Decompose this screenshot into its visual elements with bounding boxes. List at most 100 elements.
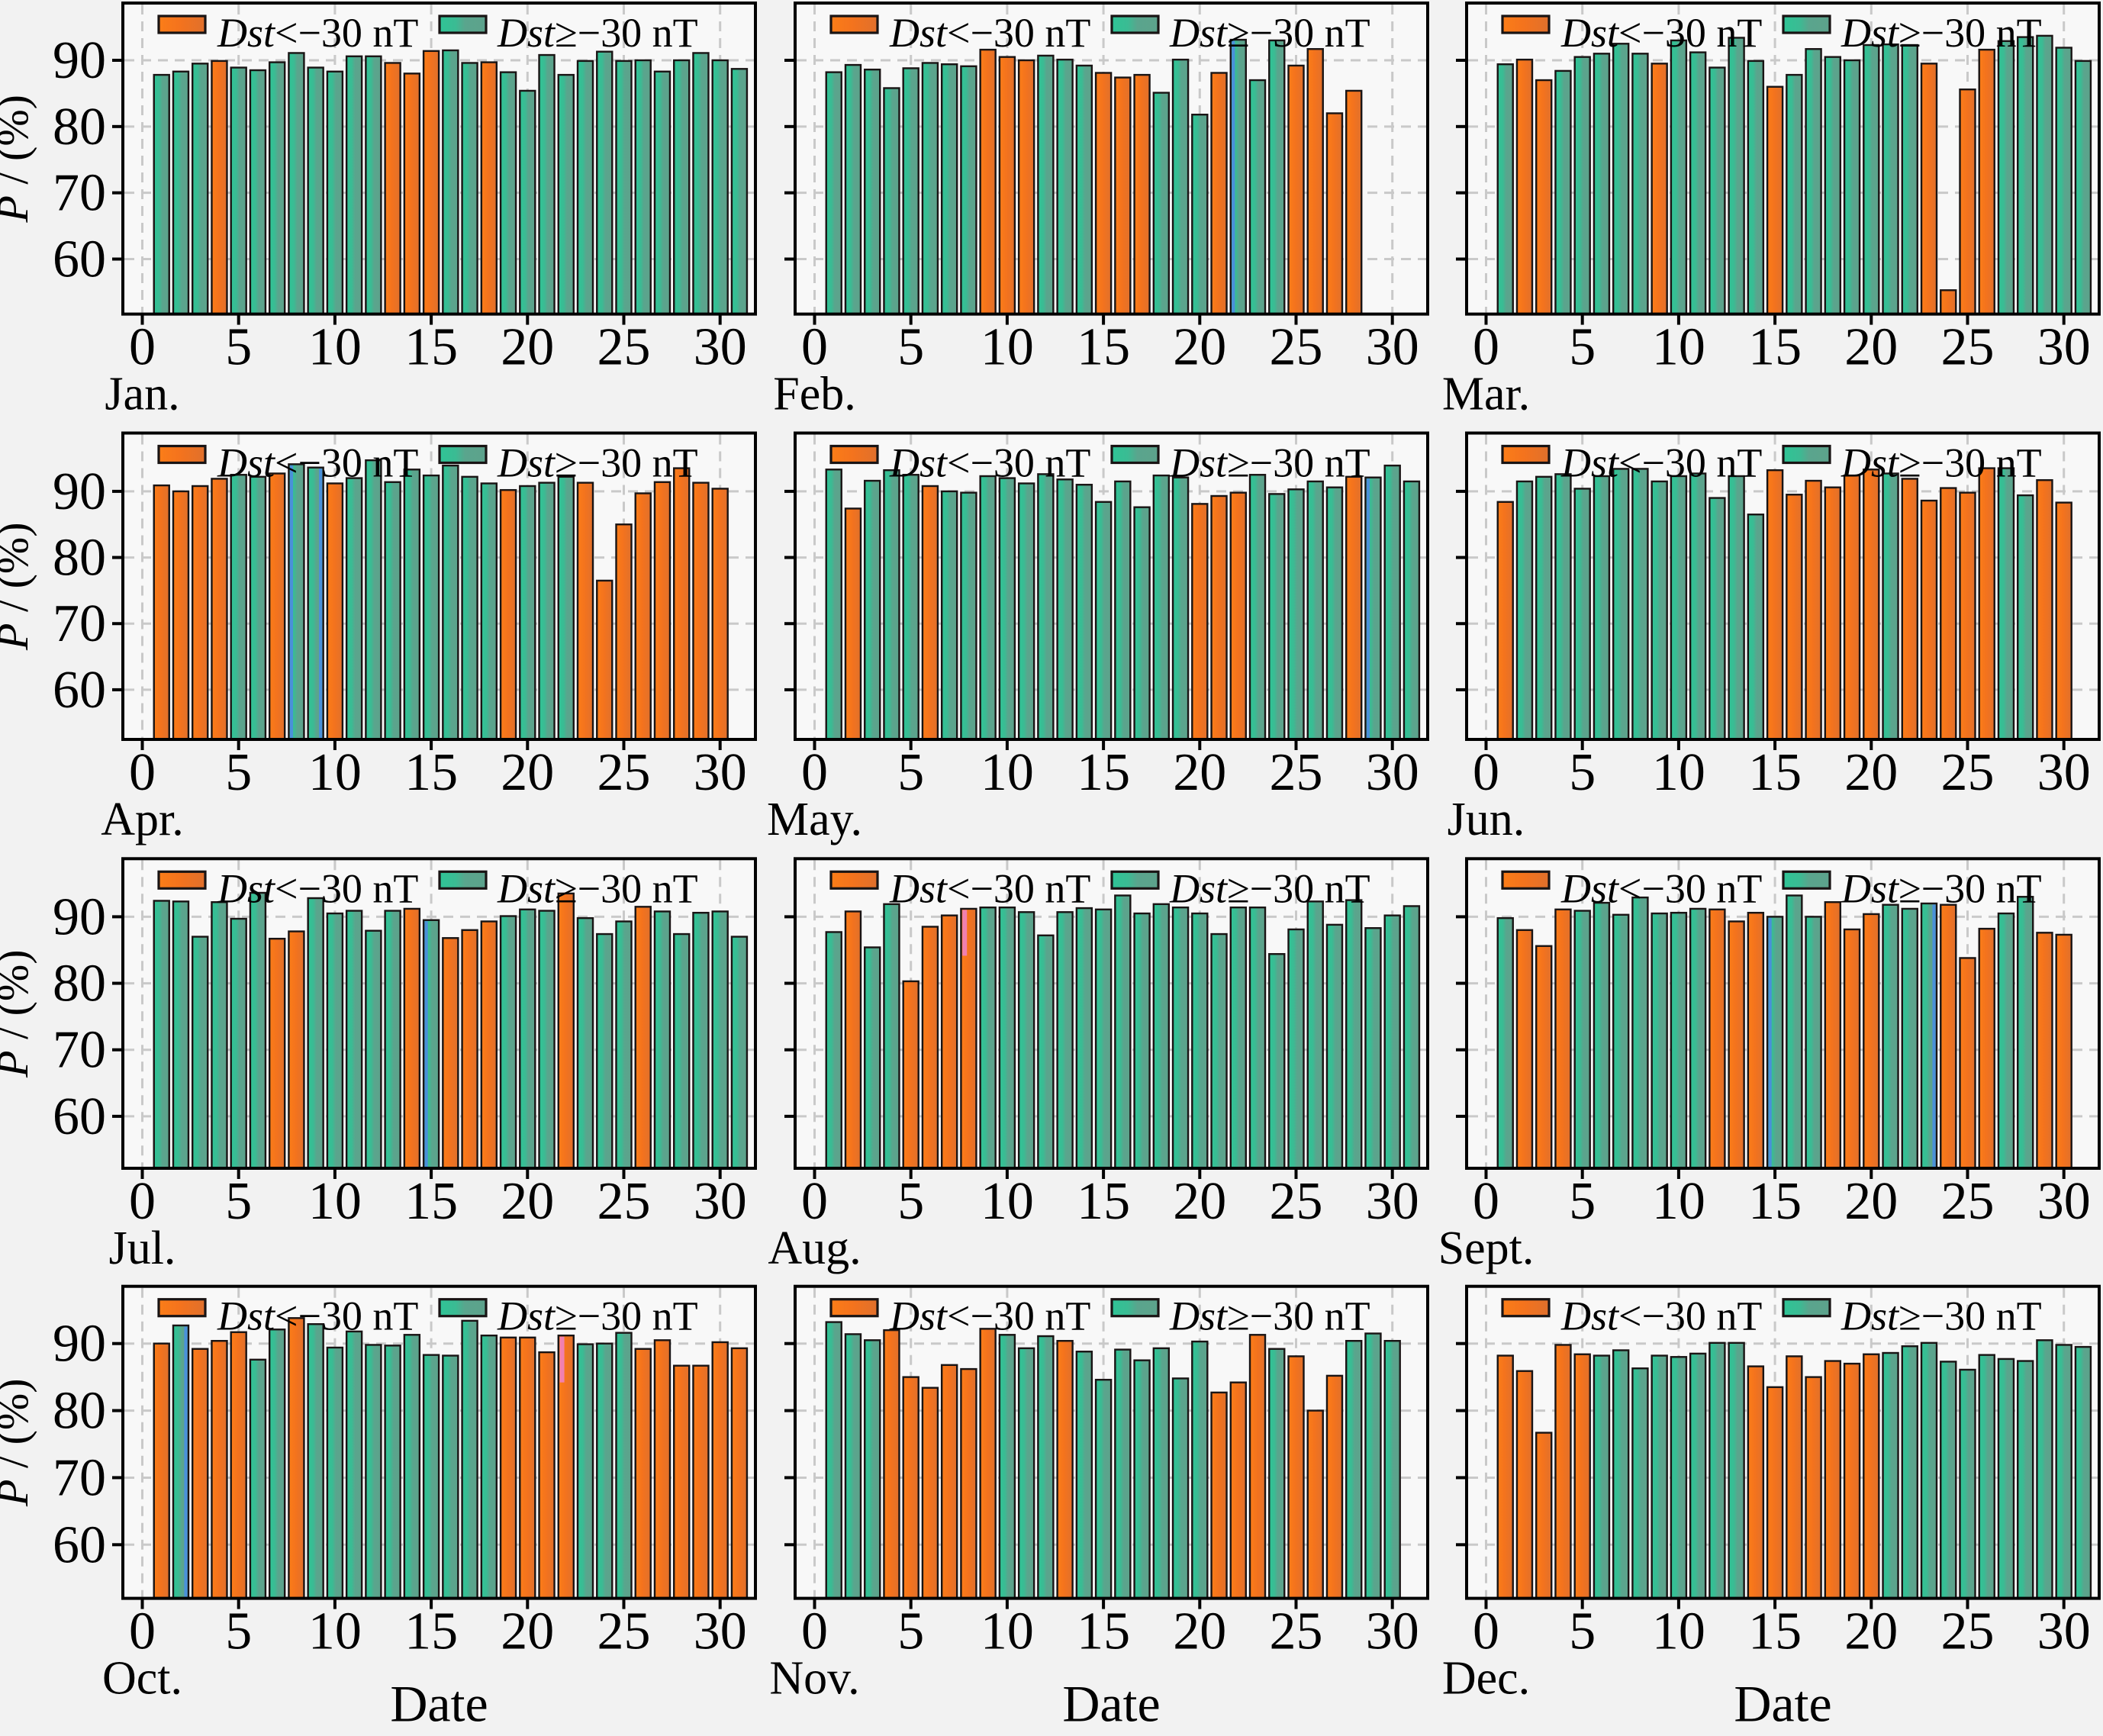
svg-text:80: 80	[53, 98, 106, 156]
svg-text:25: 25	[597, 1172, 651, 1231]
svg-text:0: 0	[801, 1602, 828, 1661]
svg-text:Dst≥−30 nT: Dst≥−30 nT	[497, 1293, 698, 1339]
svg-text:Dst<−30 nT: Dst<−30 nT	[217, 1293, 418, 1339]
svg-text:20: 20	[501, 1172, 554, 1231]
svg-text:Aug.: Aug.	[768, 1222, 861, 1274]
svg-text:Mar.: Mar.	[1442, 369, 1530, 420]
svg-text:Jul.: Jul.	[109, 1222, 176, 1274]
svg-text:Dst≥−30 nT: Dst≥−30 nT	[497, 865, 698, 911]
svg-text:10: 10	[308, 1172, 362, 1231]
svg-text:20: 20	[501, 318, 554, 377]
svg-text:10: 10	[981, 318, 1034, 377]
svg-text:80: 80	[53, 529, 106, 588]
svg-text:30: 30	[1366, 318, 1419, 377]
svg-text:Dst≥−30 nT: Dst≥−30 nT	[1841, 440, 2042, 486]
svg-text:10: 10	[1652, 743, 1705, 802]
svg-text:25: 25	[1941, 318, 1995, 377]
svg-text:0: 0	[129, 1602, 156, 1661]
svg-text:Apr.: Apr.	[101, 794, 184, 845]
svg-text:20: 20	[1844, 1602, 1898, 1661]
svg-text:Dst<−30 nT: Dst<−30 nT	[1560, 10, 1762, 56]
svg-text:25: 25	[597, 1602, 651, 1661]
svg-text:25: 25	[1270, 1602, 1323, 1661]
svg-text:25: 25	[597, 318, 651, 377]
svg-text:Dst≥−30 nT: Dst≥−30 nT	[1169, 1293, 1370, 1339]
svg-text:Dst≥−30 nT: Dst≥−30 nT	[1841, 865, 2042, 911]
svg-text:15: 15	[1748, 1172, 1802, 1231]
svg-text:10: 10	[1652, 318, 1705, 377]
svg-text:30: 30	[694, 743, 747, 802]
svg-text:10: 10	[1652, 1172, 1705, 1231]
svg-text:20: 20	[501, 1602, 554, 1661]
svg-text:90: 90	[53, 887, 106, 946]
svg-text:25: 25	[1941, 1172, 1995, 1231]
svg-text:20: 20	[1844, 743, 1898, 802]
svg-text:Nov.: Nov.	[769, 1653, 859, 1705]
svg-text:20: 20	[501, 743, 554, 802]
svg-text:5: 5	[225, 318, 252, 377]
svg-text:25: 25	[1941, 743, 1995, 802]
svg-text:15: 15	[1077, 743, 1130, 802]
svg-text:20: 20	[1173, 1602, 1226, 1661]
svg-text:30: 30	[2037, 743, 2091, 802]
svg-text:60: 60	[53, 230, 106, 289]
svg-text:30: 30	[1366, 1602, 1419, 1661]
svg-text:0: 0	[129, 1172, 156, 1231]
svg-text:70: 70	[53, 1021, 106, 1080]
svg-text:15: 15	[1748, 318, 1802, 377]
svg-text:30: 30	[694, 1602, 747, 1661]
svg-text:15: 15	[404, 318, 458, 377]
svg-text:20: 20	[1844, 1172, 1898, 1231]
svg-text:25: 25	[1941, 1602, 1995, 1661]
svg-text:0: 0	[129, 318, 156, 377]
svg-text:25: 25	[1270, 1172, 1323, 1231]
svg-text:5: 5	[1569, 743, 1596, 802]
svg-text:0: 0	[801, 1172, 828, 1231]
svg-text:Dst<−30 nT: Dst<−30 nT	[217, 10, 418, 56]
svg-text:Jan.: Jan.	[105, 369, 179, 420]
svg-text:20: 20	[1173, 1172, 1226, 1231]
svg-text:Sept.: Sept.	[1438, 1222, 1535, 1274]
svg-text:15: 15	[404, 743, 458, 802]
svg-text:0: 0	[1473, 1602, 1499, 1661]
svg-text:30: 30	[2037, 1172, 2091, 1231]
svg-text:10: 10	[308, 743, 362, 802]
svg-text:90: 90	[53, 31, 106, 90]
svg-text:30: 30	[2037, 1602, 2091, 1661]
svg-text:5: 5	[225, 1172, 252, 1231]
svg-text:Dec.: Dec.	[1442, 1653, 1530, 1705]
svg-text:10: 10	[1652, 1602, 1705, 1661]
svg-text:Dst≥−30 nT: Dst≥−30 nT	[497, 10, 698, 56]
svg-text:5: 5	[897, 1172, 924, 1231]
svg-text:90: 90	[53, 462, 106, 521]
svg-text:Dst<−30 nT: Dst<−30 nT	[889, 1293, 1090, 1339]
svg-text:Dst≥−30 nT: Dst≥−30 nT	[1169, 10, 1370, 56]
svg-text:10: 10	[981, 1602, 1034, 1661]
svg-text:30: 30	[2037, 318, 2091, 377]
svg-text:Dst≥−30 nT: Dst≥−30 nT	[1841, 1293, 2042, 1339]
svg-text:0: 0	[1473, 318, 1499, 377]
svg-text:10: 10	[981, 743, 1034, 802]
svg-text:Feb.: Feb.	[773, 369, 856, 420]
svg-text:P / (%): P / (%)	[0, 949, 37, 1078]
svg-text:5: 5	[1569, 1172, 1596, 1231]
svg-text:15: 15	[1748, 743, 1802, 802]
svg-text:5: 5	[225, 1602, 252, 1661]
svg-text:5: 5	[225, 743, 252, 802]
svg-text:Dst<−30 nT: Dst<−30 nT	[889, 865, 1090, 911]
svg-text:0: 0	[129, 743, 156, 802]
svg-text:0: 0	[801, 318, 828, 377]
svg-text:20: 20	[1173, 318, 1226, 377]
svg-text:Dst≥−30 nT: Dst≥−30 nT	[1169, 865, 1370, 911]
svg-text:30: 30	[694, 318, 747, 377]
svg-text:10: 10	[308, 1602, 362, 1661]
svg-text:Dst≥−30 nT: Dst≥−30 nT	[1841, 10, 2042, 56]
svg-text:25: 25	[597, 743, 651, 802]
svg-text:Date: Date	[1734, 1675, 1831, 1732]
svg-text:10: 10	[308, 318, 362, 377]
svg-text:0: 0	[1473, 743, 1499, 802]
svg-text:90: 90	[53, 1315, 106, 1374]
svg-text:P / (%): P / (%)	[0, 522, 37, 651]
svg-text:5: 5	[897, 1602, 924, 1661]
svg-text:15: 15	[1077, 1602, 1130, 1661]
